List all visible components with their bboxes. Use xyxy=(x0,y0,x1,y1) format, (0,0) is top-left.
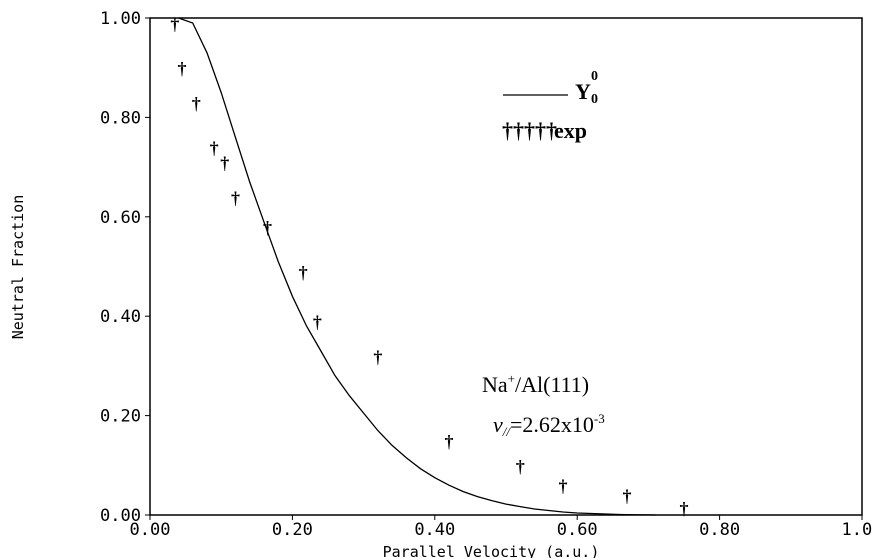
x-tick-label: 0.60 xyxy=(557,520,598,540)
exp-data-point: † xyxy=(192,93,201,113)
y-tick-label: 0.20 xyxy=(100,407,141,427)
legend: Y 0 0 ††††† exp xyxy=(502,69,598,143)
y-axis-ticks: 0.00 0.20 0.40 0.60 0.80 1.00 xyxy=(100,9,150,526)
exp-data-point: † xyxy=(623,486,632,506)
y-axis-label: Neutral Fraction xyxy=(9,195,27,340)
exp-data-point: † xyxy=(178,59,187,79)
x-tick-label: 0.20 xyxy=(272,520,313,540)
x-tick-label: 0.00 xyxy=(130,520,171,540)
legend-line-label-sub: 0 xyxy=(591,92,598,107)
exp-data-point: † xyxy=(170,14,179,34)
series-line-y00 xyxy=(178,17,656,516)
y-tick-label: 0.40 xyxy=(100,307,141,327)
exp-data-point: † xyxy=(210,138,219,158)
x-tick-label: 0.80 xyxy=(699,520,740,540)
legend-line-label: Y xyxy=(575,79,591,104)
x-tick-label: 0.40 xyxy=(414,520,455,540)
exp-data-point: † xyxy=(680,499,689,519)
exp-data-point: † xyxy=(558,476,567,496)
exp-data-point: † xyxy=(299,262,308,282)
exp-data-point: † xyxy=(516,456,525,476)
x-axis-ticks: 0.00 0.20 0.40 0.60 0.80 1.00 xyxy=(130,515,873,540)
y-tick-label: 0.00 xyxy=(100,506,141,526)
exp-data-point: † xyxy=(220,153,229,173)
exp-data-point: † xyxy=(313,312,322,332)
x-axis-label: Parallel Velocity (a.u.) xyxy=(383,543,600,558)
exp-data-point: † xyxy=(373,347,382,367)
legend-marker-label: exp xyxy=(554,118,587,143)
annotation-system: Na+/Al(111) xyxy=(482,371,589,397)
exp-data-point: † xyxy=(445,431,454,451)
plot-frame xyxy=(149,17,863,516)
legend-line-label-sup: 0 xyxy=(591,69,598,84)
exp-data-point: † xyxy=(231,188,240,208)
annotation-velocity: v//=2.62x10-3 xyxy=(493,411,605,439)
exp-data-point: † xyxy=(263,218,272,238)
annotation: Na+/Al(111) v//=2.62x10-3 xyxy=(482,371,605,439)
exp-markers: ††††††††††††† †† xyxy=(170,14,688,519)
x-tick-label: 1.00 xyxy=(842,520,873,540)
legend-marker-symbols: ††††† xyxy=(502,118,557,143)
y-tick-label: 1.00 xyxy=(100,9,141,29)
y-tick-label: 0.60 xyxy=(100,208,141,228)
y-tick-label: 0.80 xyxy=(100,108,141,128)
